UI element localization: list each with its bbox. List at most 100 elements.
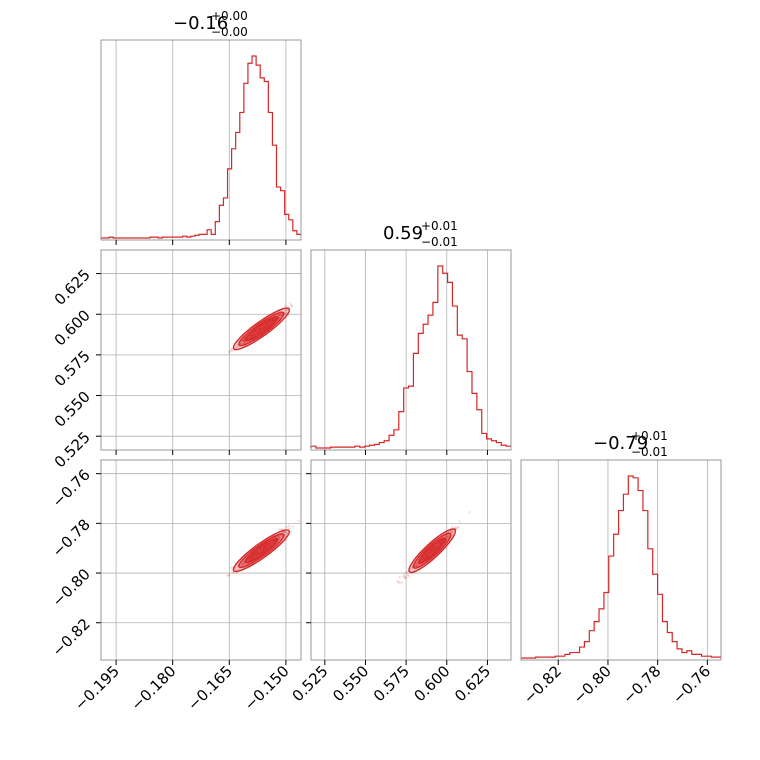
sample-point <box>400 581 403 584</box>
sample-point <box>415 562 418 565</box>
sample-point <box>457 526 460 529</box>
y-tick-label: 0.550 <box>51 388 94 431</box>
sample-point <box>417 564 420 567</box>
x-tick-label: 0.525 <box>289 662 332 705</box>
axes-frame <box>100 249 302 451</box>
sample-point <box>404 576 407 579</box>
sample-point <box>398 575 401 579</box>
sample-point <box>278 313 281 316</box>
x-tick-label: 0.625 <box>451 662 494 705</box>
sample-point <box>451 531 454 534</box>
title-lower: −0.01 <box>631 445 668 459</box>
sample-point <box>402 573 406 577</box>
y-tick-label: 0.625 <box>51 266 94 309</box>
sample-point <box>284 311 287 314</box>
x-tick-label: 0.575 <box>370 662 413 705</box>
sample-point <box>416 561 419 565</box>
panel-title-2: 0.59 <box>383 223 423 244</box>
sample-point <box>281 531 284 534</box>
sample-point <box>242 561 245 564</box>
sample-point <box>407 575 410 578</box>
sample-point <box>398 582 401 585</box>
sample-point <box>415 562 418 565</box>
sample-point <box>229 349 232 352</box>
sample-point <box>468 510 471 514</box>
sample-point <box>278 314 281 317</box>
sample-point <box>396 580 399 583</box>
axes-frame <box>520 459 722 661</box>
title-upper: +0.01 <box>421 219 458 233</box>
y-tick-label: −0.82 <box>49 615 94 660</box>
sample-point <box>406 573 409 577</box>
sample-point <box>231 571 234 574</box>
sample-point <box>228 574 231 577</box>
sample-point <box>236 345 239 348</box>
sample-point <box>277 536 280 539</box>
y-tick-label: −0.80 <box>49 565 94 610</box>
sample-point <box>242 340 246 343</box>
sample-point <box>447 535 450 538</box>
sample-point <box>415 565 418 568</box>
title-upper: +0.00 <box>211 9 248 23</box>
sample-point <box>226 574 229 577</box>
sample-point <box>242 338 245 341</box>
sample-point <box>284 304 287 307</box>
sample-point <box>397 580 400 583</box>
x-tick-label: 0.550 <box>329 662 372 705</box>
title-lower: −0.01 <box>421 235 458 249</box>
sample-point <box>297 519 300 522</box>
sample-point <box>402 575 405 578</box>
sample-point <box>290 305 293 308</box>
sample-point <box>444 534 447 537</box>
sample-point <box>278 313 282 316</box>
density-contour-3 <box>417 537 447 564</box>
sample-point <box>285 308 288 311</box>
x-tick-label: −0.195 <box>71 662 123 714</box>
sample-point <box>280 313 283 316</box>
axes-frame <box>100 39 302 241</box>
sample-point <box>243 341 246 344</box>
x-tick-label: −0.150 <box>241 662 293 714</box>
sample-point <box>451 534 454 537</box>
sample-point <box>404 576 407 579</box>
sample-point <box>456 526 459 529</box>
x-tick-label: −0.82 <box>520 662 565 707</box>
y-tick-label: −0.78 <box>49 515 94 560</box>
sample-point <box>228 351 231 354</box>
sample-point <box>415 564 418 567</box>
title-upper: +0.01 <box>631 429 668 443</box>
sample-point <box>446 538 449 541</box>
sample-point <box>278 317 281 320</box>
sample-point <box>238 567 241 570</box>
sample-point <box>234 569 237 572</box>
density-contour-3 <box>244 537 279 564</box>
axes-frame <box>310 459 512 661</box>
title-lower: −0.00 <box>211 25 248 39</box>
sample-point <box>286 531 289 534</box>
sample-point <box>450 529 453 532</box>
scatter-panel-2-1 <box>306 459 512 665</box>
histogram-step <box>521 475 721 659</box>
hist-panel-2: 0.59+0.01 −0.01 <box>310 219 512 455</box>
sample-point <box>241 564 244 567</box>
sample-point <box>241 562 245 566</box>
x-tick-label: 0.600 <box>411 662 454 705</box>
sample-point <box>230 566 233 569</box>
x-tick-label: −0.80 <box>570 662 615 707</box>
sample-point <box>242 341 245 344</box>
sample-point <box>291 525 294 528</box>
sample-point <box>227 573 231 576</box>
sample-point <box>458 520 461 523</box>
sample-point <box>231 349 234 352</box>
x-tick-label: −0.180 <box>128 662 180 714</box>
sample-point <box>290 531 293 534</box>
sample-point <box>242 340 245 343</box>
sample-point <box>278 313 281 316</box>
sample-point <box>450 530 453 533</box>
sample-point <box>283 530 286 534</box>
sample-point <box>241 563 244 566</box>
sample-point <box>454 526 457 530</box>
y-tick-label: −0.76 <box>49 466 94 511</box>
sample-point <box>416 565 419 568</box>
